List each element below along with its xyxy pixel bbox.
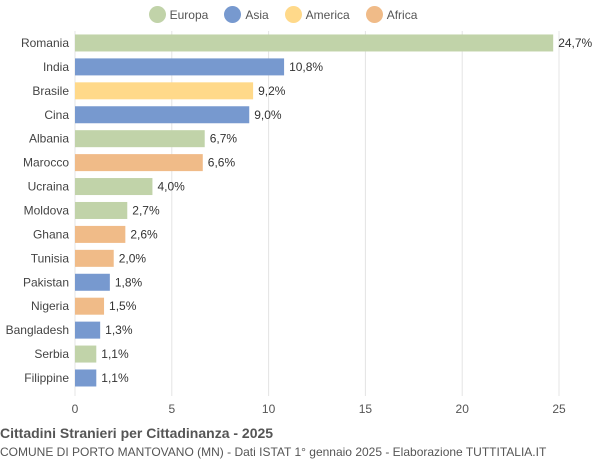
y-tick-label: Serbia: [34, 347, 69, 361]
data-label: 9,0%: [254, 108, 282, 122]
legend-item[interactable]: America: [284, 6, 350, 23]
bar-romania: [75, 34, 554, 52]
y-tick-label: Romania: [21, 36, 69, 50]
bar-chart: 0 5 10 15 20 25 Romania 24,7% India 10,8% Brasile 9…: [6, 31, 593, 416]
y-tick-label: Pakistan: [23, 275, 69, 289]
bar-pakistan: [75, 273, 110, 291]
y-tick-label: Brasile: [32, 84, 69, 98]
legend: Europa Asia America Africa: [0, 6, 560, 23]
y-tick-label: Marocco: [23, 156, 69, 170]
legend-label: America: [305, 7, 350, 22]
data-label: 2,6%: [130, 227, 158, 241]
legend-swatch: [284, 6, 302, 23]
y-tick-label: Ghana: [33, 227, 69, 241]
bar-ghana: [75, 225, 126, 243]
data-label: 1,3%: [105, 323, 133, 337]
bar-ucraina: [75, 178, 153, 196]
y-tick-label: Cina: [44, 108, 69, 122]
bar-cina: [75, 106, 250, 124]
x-tick-label: 0: [72, 402, 79, 416]
data-label: 9,2%: [258, 84, 286, 98]
bar-albania: [75, 130, 205, 148]
legend-item[interactable]: Africa: [365, 6, 418, 23]
bar-india: [75, 58, 285, 76]
y-tick-label: Albania: [29, 132, 69, 146]
legend-item[interactable]: Europa: [148, 6, 209, 23]
y-tick-label: Ucraina: [28, 180, 70, 194]
legend-label: Asia: [245, 7, 269, 22]
x-tick-label: 5: [168, 402, 175, 416]
data-label: 4,0%: [157, 180, 185, 194]
bar-moldova: [75, 201, 128, 219]
bar-serbia: [75, 345, 97, 363]
data-label: 1,1%: [101, 347, 129, 361]
data-label: 10,8%: [289, 60, 323, 74]
legend-swatch: [224, 6, 242, 23]
bar-filippine: [75, 369, 97, 387]
data-label: 1,8%: [115, 275, 143, 289]
bar-nigeria: [75, 297, 105, 315]
x-tick-label: 25: [552, 402, 566, 416]
chart-subtitle: COMUNE DI PORTO MANTOVANO (MN) - Dati IS…: [0, 445, 547, 459]
legend-item[interactable]: Asia: [224, 6, 269, 23]
y-tick-label: Filippine: [24, 371, 69, 385]
data-label: 6,7%: [210, 132, 238, 146]
legend-label: Africa: [386, 7, 418, 22]
bar-marocco: [75, 154, 203, 172]
y-tick-label: Bangladesh: [6, 323, 69, 337]
x-tick-label: 10: [262, 402, 276, 416]
data-label: 6,6%: [208, 156, 236, 170]
data-label: 2,7%: [132, 203, 160, 217]
data-label: 2,0%: [119, 251, 147, 265]
data-label: 1,5%: [109, 299, 137, 313]
legend-swatch: [148, 6, 166, 23]
chart-title: Cittadini Stranieri per Cittadinanza - 2…: [0, 425, 274, 441]
x-tick-label: 20: [456, 402, 470, 416]
data-label: 24,7%: [558, 36, 592, 50]
bar-bangladesh: [75, 321, 101, 339]
y-tick-label: Moldova: [24, 203, 70, 217]
data-label: 1,1%: [101, 371, 129, 385]
bar-brasile: [75, 82, 254, 100]
legend-label: Europa: [169, 7, 209, 22]
bar-tunisia: [75, 249, 114, 267]
y-tick-label: Tunisia: [31, 251, 70, 265]
legend-swatch: [365, 6, 383, 23]
y-tick-label: India: [43, 60, 69, 74]
y-tick-label: Nigeria: [31, 299, 69, 313]
x-tick-label: 15: [359, 402, 373, 416]
